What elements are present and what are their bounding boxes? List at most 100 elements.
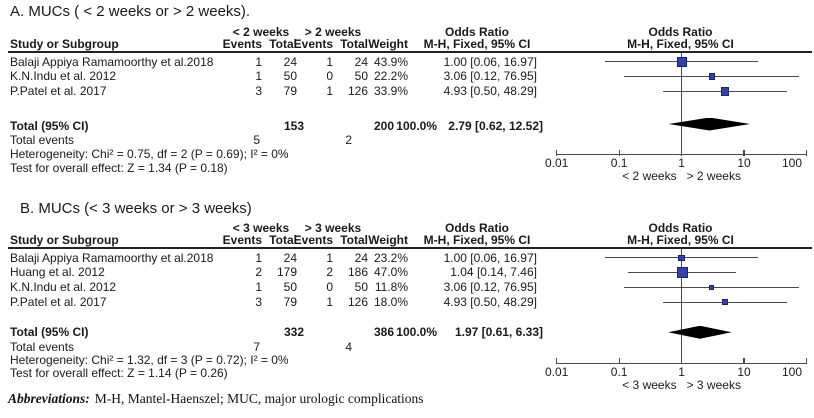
x-axis-tick <box>743 149 745 156</box>
total-events-row-events2: 4 <box>345 339 352 354</box>
or-square <box>709 284 715 290</box>
study-row-ci: 1.00 [0.06, 16.97] <box>443 54 537 69</box>
study-row-total2: 186 <box>347 265 368 280</box>
column-header-total2: Total <box>340 37 368 51</box>
study-row-name: Balaji Appiya Ramamoorthy et al.2018 <box>10 250 214 265</box>
column-header-weight: Weight <box>368 233 408 247</box>
x-axis-tick <box>618 358 620 365</box>
column-header-total2: Total <box>340 233 368 247</box>
study-row-events2: 1 <box>326 54 333 69</box>
study-row-weight: 47.0% <box>373 265 408 280</box>
x-axis-tick-label: 0.01 <box>545 364 569 379</box>
or-square <box>676 56 687 67</box>
odds-ratio-header-plot: Odds Ratio <box>648 221 713 235</box>
study-row-events2: 1 <box>326 294 333 309</box>
x-axis-tick <box>681 358 683 365</box>
x-axis-tick <box>681 149 683 156</box>
abbreviations-text: M-H, Mantel-Haenszel; MUC, major urologi… <box>94 391 424 406</box>
column-header-total1: Total <box>269 233 297 247</box>
study-row-ci: 3.06 [0.12, 76.95] <box>443 280 537 295</box>
study-row-events2: 1 <box>326 250 333 265</box>
plot-subtitle: M-H, Fixed, 95% CI <box>627 37 734 51</box>
study-row-total1: 79 <box>283 84 297 99</box>
panel-title: A. MUCs ( < 2 weeks or > 2 weeks). <box>10 3 251 20</box>
no-effect-line <box>681 52 683 154</box>
total-row-total2: 200 <box>373 118 394 133</box>
overall-effect-text: Test for overall effect: Z = 1.14 (P = 0… <box>10 366 228 380</box>
study-row-events1: 1 <box>255 280 262 295</box>
total-row-total1: 332 <box>283 324 304 339</box>
x-axis-tick-label: 10 <box>737 156 751 170</box>
total-events-row-events2: 2 <box>345 133 352 147</box>
x-axis-tick-label: 1 <box>678 364 685 379</box>
study-row-name: Balaji Appiya Ramamoorthy et al.2018 <box>10 54 214 69</box>
total-row-label: Total (95% CI) <box>10 324 89 339</box>
total-row-ci: 1.97 [0.61, 6.33] <box>454 324 543 339</box>
total-row-weight: 100.0% <box>396 324 437 339</box>
heterogeneity-text: Heterogeneity: Chi² = 0.75, df = 2 (P = … <box>10 146 289 161</box>
column-header-events1: Events <box>222 37 262 51</box>
x-axis-tick-label: 0.1 <box>610 156 628 170</box>
total-row-label: Total (95% CI) <box>10 118 89 133</box>
axis-direction-labels: < 2 weeks > 2 weeks <box>622 169 741 183</box>
x-axis-tick-label: 0.1 <box>610 364 628 379</box>
x-axis-tick <box>743 358 745 365</box>
study-row-weight: 18.0% <box>373 294 408 309</box>
total-events-row-label: Total events <box>10 339 75 354</box>
or-square <box>677 267 688 278</box>
heterogeneity-text: Heterogeneity: Chi² = 1.32, df = 3 (P = … <box>10 352 289 367</box>
study-row-name: P.Patel et al. 2017 <box>10 294 107 309</box>
study-row-total2: 24 <box>354 54 368 69</box>
study-row-events1: 1 <box>255 54 262 69</box>
study-row-weight: 22.2% <box>373 69 408 84</box>
panel-b: B. MUCs (< 3 weeks or > 3 weeks) < 3 week… <box>0 196 814 418</box>
x-axis-tick-label: 10 <box>737 364 751 379</box>
no-effect-line <box>681 248 683 363</box>
study-row-total1: 50 <box>283 280 297 295</box>
study-row-total1: 24 <box>283 250 297 265</box>
study-row-events2: 0 <box>326 280 333 295</box>
study-row-name: K.N.Indu et al. 2012 <box>10 69 117 84</box>
panel-a: A. MUCs ( < 2 weeks or > 2 weeks). < 2 we… <box>0 0 814 196</box>
group1-label: < 3 weeks <box>232 221 290 235</box>
total-events-row-label: Total events <box>10 133 75 147</box>
column-header-events2: Events <box>293 37 333 51</box>
total-events-row-events1: 7 <box>253 339 260 354</box>
summary-diamond <box>668 117 751 131</box>
study-row-ci: 1.04 [0.14, 7.46] <box>450 265 537 280</box>
x-axis-tick-label: 0.01 <box>545 156 569 170</box>
header-rule <box>8 247 812 249</box>
study-row-ci: 1.00 [0.06, 16.97] <box>443 250 537 265</box>
column-header-study: Study or Subgroup <box>10 233 119 247</box>
study-row-events1: 1 <box>255 69 262 84</box>
x-axis-tick <box>618 149 620 156</box>
column-header-total1: Total <box>269 37 297 51</box>
abbreviations-label: Abbreviations: <box>8 391 90 406</box>
abbreviations-line: Abbreviations: M-H, Mantel-Haenszel; MUC,… <box>8 391 424 407</box>
group2-label: > 2 weeks <box>304 25 362 39</box>
odds-ratio-header-plot: Odds Ratio <box>648 25 713 39</box>
study-row-name: K.N.Indu et al. 2012 <box>10 280 117 295</box>
study-row-events1: 1 <box>255 250 262 265</box>
total-row-total2: 386 <box>373 324 394 339</box>
column-header-weight: Weight <box>368 37 408 51</box>
study-row-total1: 50 <box>283 69 297 84</box>
odds-ratio-header-table: Odds Ratio <box>444 25 509 39</box>
total-row-total1: 153 <box>283 118 304 133</box>
or-square <box>720 87 730 96</box>
x-axis-tick-label: 100 <box>781 156 803 170</box>
study-row-weight: 23.2% <box>373 250 408 265</box>
study-row-total2: 50 <box>354 280 368 295</box>
study-row-ci: 3.06 [0.12, 76.95] <box>443 69 537 84</box>
study-row-total1: 24 <box>283 54 297 69</box>
group2-label: > 3 weeks <box>304 221 362 235</box>
x-axis-tick-label: 100 <box>781 364 803 379</box>
total-events-row-events1: 5 <box>253 133 260 147</box>
study-row-events2: 2 <box>326 265 333 280</box>
study-row-ci: 4.93 [0.50, 48.29] <box>443 84 537 99</box>
study-row-events1: 2 <box>255 265 262 280</box>
column-header-events2: Events <box>293 233 333 247</box>
study-row-events1: 3 <box>255 84 262 99</box>
study-row-total1: 179 <box>276 265 297 280</box>
plot-subtitle: M-H, Fixed, 95% CI <box>627 233 734 247</box>
